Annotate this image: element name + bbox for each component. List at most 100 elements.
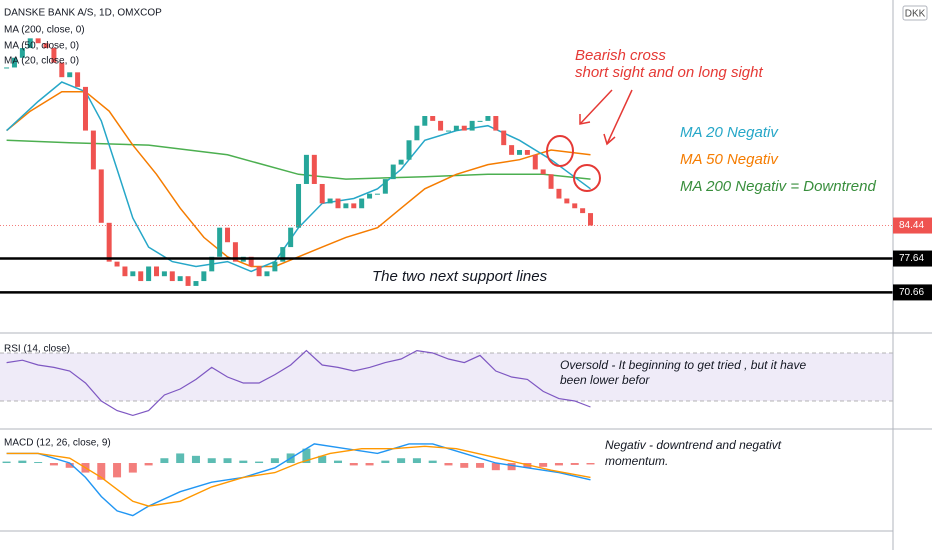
histogram-bar — [255, 461, 264, 464]
candle — [296, 183, 302, 228]
candle — [19, 48, 25, 58]
support-label: 77.64 — [899, 253, 924, 264]
candle — [406, 140, 412, 160]
candle — [4, 67, 10, 69]
candle — [130, 271, 136, 277]
histogram-bar — [97, 463, 106, 480]
histogram-bar — [239, 460, 248, 464]
histogram-bar — [128, 463, 137, 473]
candle — [11, 57, 17, 68]
candle — [367, 193, 373, 199]
histogram-bar — [444, 463, 453, 466]
candle — [422, 116, 428, 126]
histogram-bar — [302, 448, 311, 464]
candle — [430, 116, 436, 121]
price-label-box — [893, 250, 932, 267]
candle — [572, 203, 578, 209]
arrow — [579, 89, 613, 125]
chart-title: DANSKE BANK A/S, 1D, OMXCOP — [4, 8, 162, 19]
candle — [51, 48, 57, 63]
candle — [556, 188, 562, 199]
histogram-bar — [539, 463, 548, 467]
candle — [477, 120, 483, 122]
candle — [343, 203, 349, 209]
candle — [564, 198, 570, 204]
candle — [209, 256, 215, 272]
annotation: MA 50 Negativ — [680, 151, 779, 168]
highlight-circle — [546, 135, 574, 167]
histogram-bar — [270, 458, 279, 464]
annotation: been lower befor — [560, 373, 650, 387]
candle — [256, 266, 262, 277]
candle — [493, 116, 499, 131]
candle — [327, 198, 333, 204]
candle — [106, 222, 112, 262]
histogram-bar — [160, 458, 169, 464]
histogram-bar — [507, 463, 516, 471]
marks — [0, 38, 893, 517]
histogram-bar — [397, 458, 406, 464]
histogram-bar — [223, 458, 232, 464]
candle — [461, 125, 467, 131]
candle — [390, 164, 396, 180]
histogram-bar — [176, 453, 185, 464]
annotation: Oversold - It beginning to get tried , b… — [560, 358, 806, 372]
candle — [225, 227, 231, 243]
candle — [532, 154, 538, 170]
candle — [398, 159, 404, 165]
candle — [67, 72, 73, 78]
histogram-bar — [34, 462, 43, 464]
moving-average — [6, 81, 591, 273]
histogram-bar — [207, 458, 216, 464]
last-price-label: 84.44 — [899, 220, 924, 231]
candle — [82, 86, 88, 131]
histogram-bar — [460, 463, 469, 468]
candle — [248, 256, 254, 267]
histogram-bar — [65, 463, 74, 468]
candle — [177, 276, 183, 282]
annotation: Negativ - downtrend and negativt — [605, 438, 782, 452]
candle — [193, 281, 199, 286]
candle — [445, 130, 451, 132]
currency-box — [902, 5, 928, 21]
candle — [138, 271, 144, 282]
histogram-bar — [554, 463, 563, 466]
candle — [27, 38, 33, 49]
histogram-bar — [570, 463, 579, 465]
legend-entry: MA (50, close, 0) — [4, 41, 79, 52]
rsi-line — [6, 349, 591, 417]
histogram-bar — [144, 463, 153, 466]
candle — [272, 261, 278, 272]
candle — [288, 227, 294, 248]
candle — [43, 43, 49, 49]
pane-title: RSI (14, close) — [4, 344, 70, 355]
highlight-circle — [573, 164, 601, 192]
candle — [122, 266, 128, 277]
annotation: The two next support lines — [372, 268, 548, 285]
candle — [524, 149, 530, 155]
candle — [35, 38, 41, 44]
candle — [201, 271, 207, 282]
candle — [509, 145, 515, 155]
candle — [540, 169, 546, 175]
candle — [311, 154, 317, 184]
candle — [501, 130, 507, 146]
histogram-bar — [191, 455, 200, 464]
histogram-bar — [113, 463, 122, 478]
macd-line — [6, 445, 591, 507]
arrow — [606, 89, 633, 145]
candle — [169, 271, 175, 282]
histogram-bar — [333, 460, 342, 464]
candle — [146, 266, 152, 282]
legend-entry: MA (20, close, 0) — [4, 56, 79, 67]
candle — [580, 208, 586, 214]
candle — [335, 198, 341, 209]
arrow-head — [579, 114, 591, 125]
candle — [548, 174, 554, 189]
legend-entry: MA (200, close, 0) — [4, 25, 85, 36]
candle — [374, 193, 380, 195]
histogram-bar — [586, 463, 595, 465]
candle — [217, 227, 223, 257]
candle — [59, 62, 65, 78]
